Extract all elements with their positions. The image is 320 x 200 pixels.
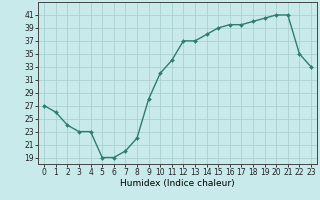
X-axis label: Humidex (Indice chaleur): Humidex (Indice chaleur): [120, 179, 235, 188]
